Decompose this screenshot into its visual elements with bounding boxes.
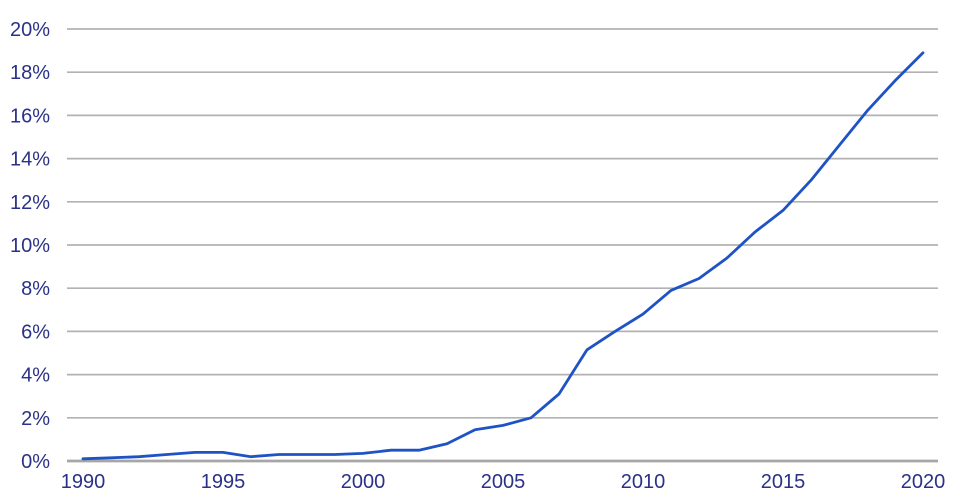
y-axis-label: 16%: [10, 105, 50, 127]
x-axis-label: 2010: [621, 471, 666, 493]
y-axis-label: 4%: [21, 365, 50, 387]
y-axis-label: 0%: [21, 451, 50, 473]
y-axis-label: 10%: [10, 235, 50, 257]
y-axis-label: 20%: [10, 19, 50, 41]
x-axis-label: 2005: [481, 471, 526, 493]
x-axis-label: 2015: [761, 471, 806, 493]
x-axis-label: 2000: [341, 471, 386, 493]
y-axis-label: 8%: [21, 278, 50, 300]
x-axis-label: 1995: [201, 471, 246, 493]
y-axis-label: 2%: [21, 408, 50, 430]
x-axis-label: 2020: [901, 471, 946, 493]
x-axis-label: 1990: [61, 471, 106, 493]
data-series-line: [81, 51, 925, 461]
y-axis-label: 18%: [10, 62, 50, 84]
y-axis-label: 14%: [10, 149, 50, 171]
y-axis-label: 6%: [21, 321, 50, 343]
y-axis-label: 12%: [10, 192, 50, 214]
